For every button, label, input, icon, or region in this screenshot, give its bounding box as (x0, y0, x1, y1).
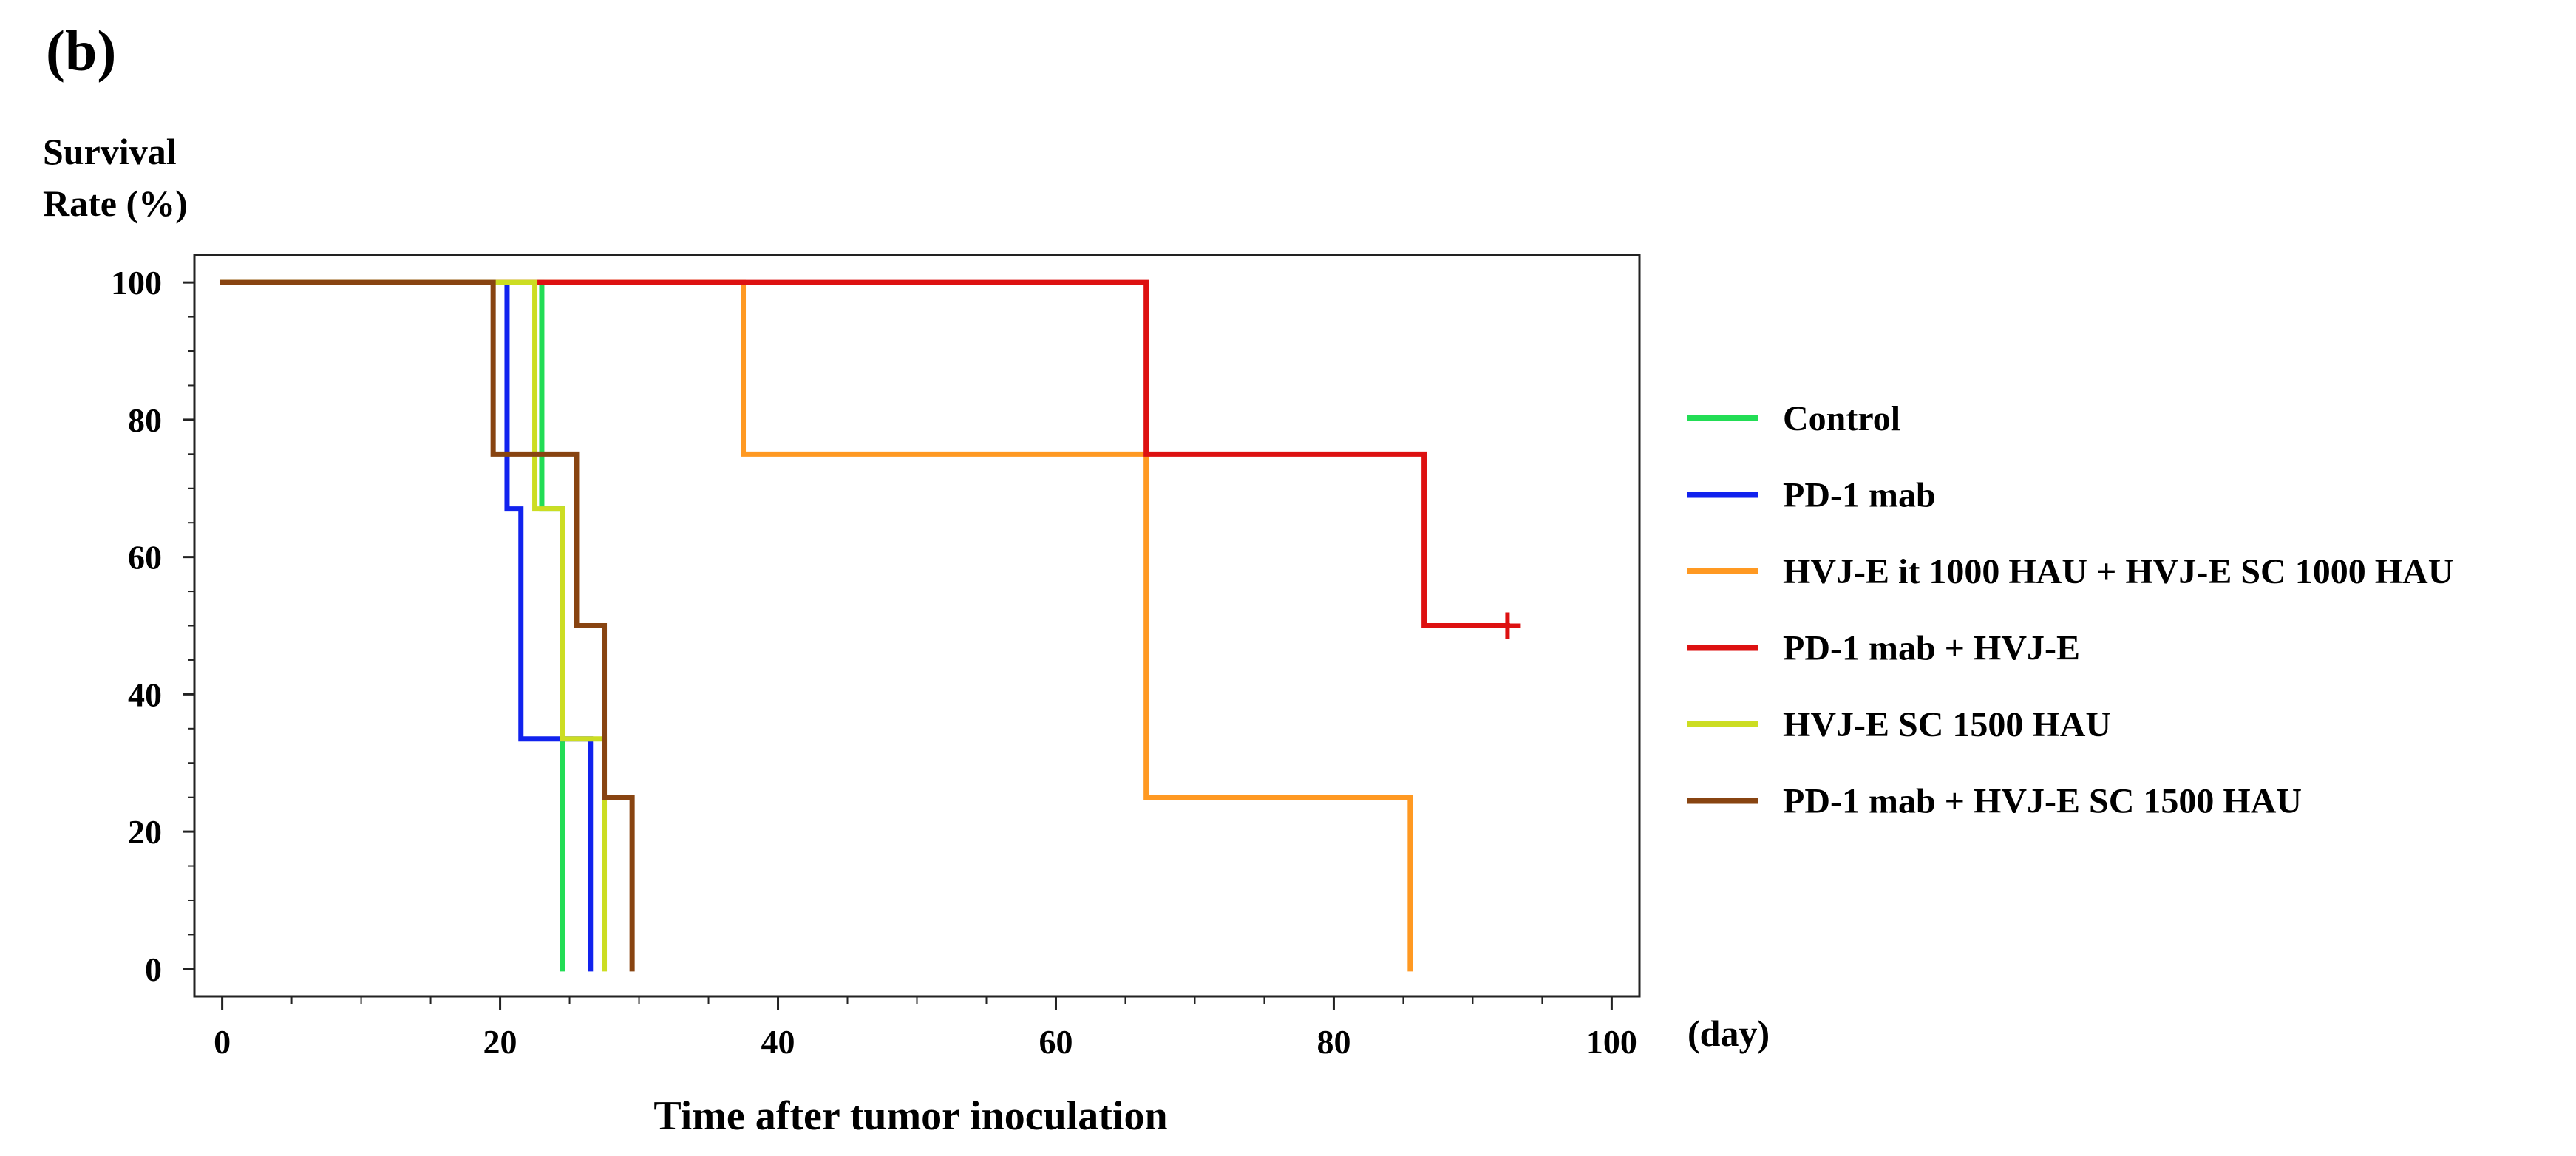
x-tick-label: 20 (483, 1023, 517, 1061)
legend-label-1: Control (1783, 399, 1900, 438)
x-axis-title: Time after tumor inoculation (653, 1093, 1167, 1139)
y-axis-title-line-2: Rate (%) (43, 183, 188, 224)
y-axis-title-line-1: Survival (43, 131, 177, 172)
legend: Control PD-1 mab HVJ-E it 1000 HAU + HVJ-E… (1687, 399, 2453, 821)
y-tick-label: 80 (128, 401, 162, 439)
x-axis: 0 20 40 60 80 100 (214, 996, 1637, 1061)
series-layer (220, 279, 1521, 972)
x-tick-label: 40 (761, 1023, 795, 1061)
panel-label: (b) (46, 18, 116, 83)
x-tick-label: 60 (1039, 1023, 1073, 1061)
legend-label-3: HVJ-E it 1000 HAU + HVJ-E SC 1000 HAU (1783, 552, 2453, 591)
y-tick-label: 60 (128, 539, 162, 577)
y-tick-label: 100 (111, 264, 162, 302)
y-tick-label: 20 (128, 813, 162, 851)
series-line-4 (220, 279, 1510, 628)
legend-label-5: HVJ-E SC 1500 HAU (1783, 705, 2111, 744)
series-line-6 (220, 279, 635, 972)
plot-area-frame (193, 254, 1641, 998)
y-tick-label: 0 (145, 951, 162, 988)
x-tick-label: 0 (214, 1023, 231, 1061)
x-tick-label: 80 (1316, 1023, 1350, 1061)
y-tick-label: 40 (128, 676, 162, 713)
legend-label-2: PD-1 mab (1783, 476, 1936, 515)
x-axis-unit: (day) (1688, 1013, 1770, 1054)
legend-label-4: PD-1 mab + HVJ-E (1783, 629, 2080, 668)
legend-label-6: PD-1 mab + HVJ-E SC 1500 HAU (1783, 782, 2302, 821)
y-axis: 0 20 40 60 80 100 (111, 264, 194, 988)
x-tick-label: 100 (1586, 1023, 1637, 1061)
censor-mark-4-1 (1494, 612, 1521, 639)
